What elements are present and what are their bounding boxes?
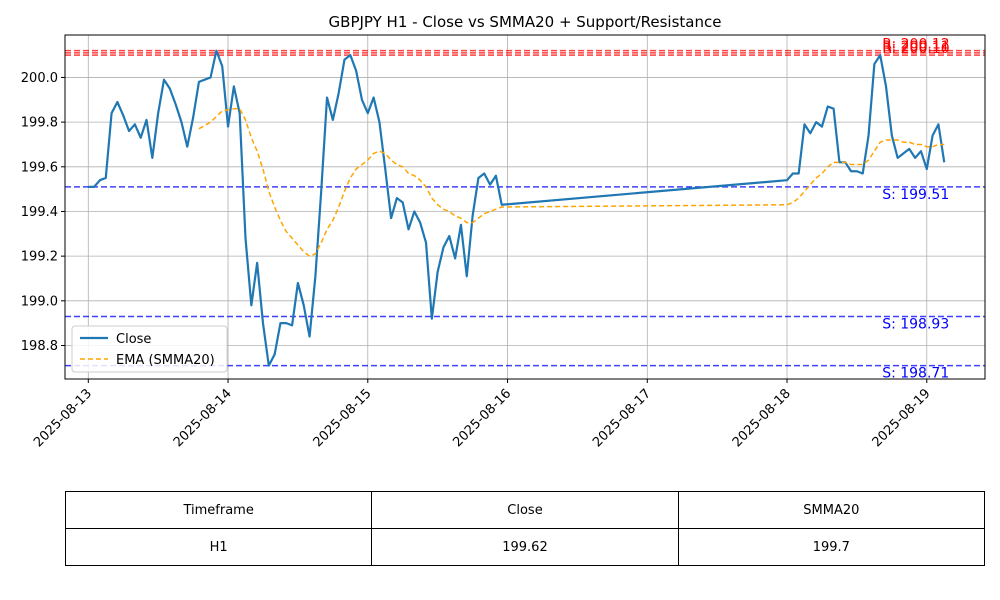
table-cell-timeframe: H1 (64, 528, 373, 566)
x-tick-label: 2025-08-19 (870, 386, 934, 450)
support-label: S: 199.51 (882, 187, 949, 203)
y-tick-label: 200.0 (21, 71, 58, 86)
table-cell-smma20: 199.7 (677, 528, 986, 566)
table-cell-close: 199.62 (371, 528, 679, 566)
legend-label-ema-smma20: EMA (SMMA20) (116, 353, 215, 368)
table-row: H1 199.62 199.7 (64, 528, 986, 566)
x-tick-label: 2025-08-17 (590, 386, 654, 450)
table-header-smma20: SMMA20 (677, 491, 986, 529)
y-tick-label: 199.8 (21, 116, 58, 131)
resistance-label: R: 200.10 (882, 41, 949, 57)
resistance-label: R: 200.12 (882, 37, 949, 53)
resistance-label: R: 200.11 (882, 39, 949, 55)
series-line-close (88, 49, 946, 367)
support-label: S: 198.93 (882, 316, 949, 332)
table-header-timeframe: Timeframe (64, 491, 373, 529)
plot-area: S: 199.51 S: 198.93 S: 198.71 R: 200.12R: 2… (21, 34, 986, 450)
y-tick-label: 199.2 (21, 250, 58, 265)
x-tick-label: 2025-08-18 (730, 386, 794, 450)
x-tick-label: 2025-08-14 (171, 386, 235, 450)
chart-title: GBPJPY H1 - Close vs SMMA20 + Support/Re… (329, 13, 722, 31)
y-tick-label: 199.0 (21, 294, 58, 309)
gbpjpy-chart: GBPJPY H1 - Close vs SMMA20 + Support/Re… (21, 13, 986, 450)
y-tick-label: 199.6 (21, 160, 58, 175)
series-line-ema-smma20 (198, 107, 945, 257)
support-label: S: 198.71 (882, 366, 949, 382)
x-tick-label: 2025-08-16 (450, 386, 514, 450)
table-header-row: Timeframe Close SMMA20 (64, 491, 986, 529)
legend-label-close: Close (116, 332, 151, 347)
summary-table: Timeframe Close SMMA20 H1 199.62 199.7 (64, 491, 986, 566)
legend-box (71, 325, 228, 373)
x-tick-label: 2025-08-15 (311, 386, 375, 450)
y-tick-label: 198.8 (21, 339, 58, 354)
table-header-close: Close (371, 491, 679, 529)
x-tick-label: 2025-08-13 (31, 386, 95, 450)
y-tick-label: 199.4 (21, 205, 58, 220)
plot-frame (64, 34, 986, 380)
